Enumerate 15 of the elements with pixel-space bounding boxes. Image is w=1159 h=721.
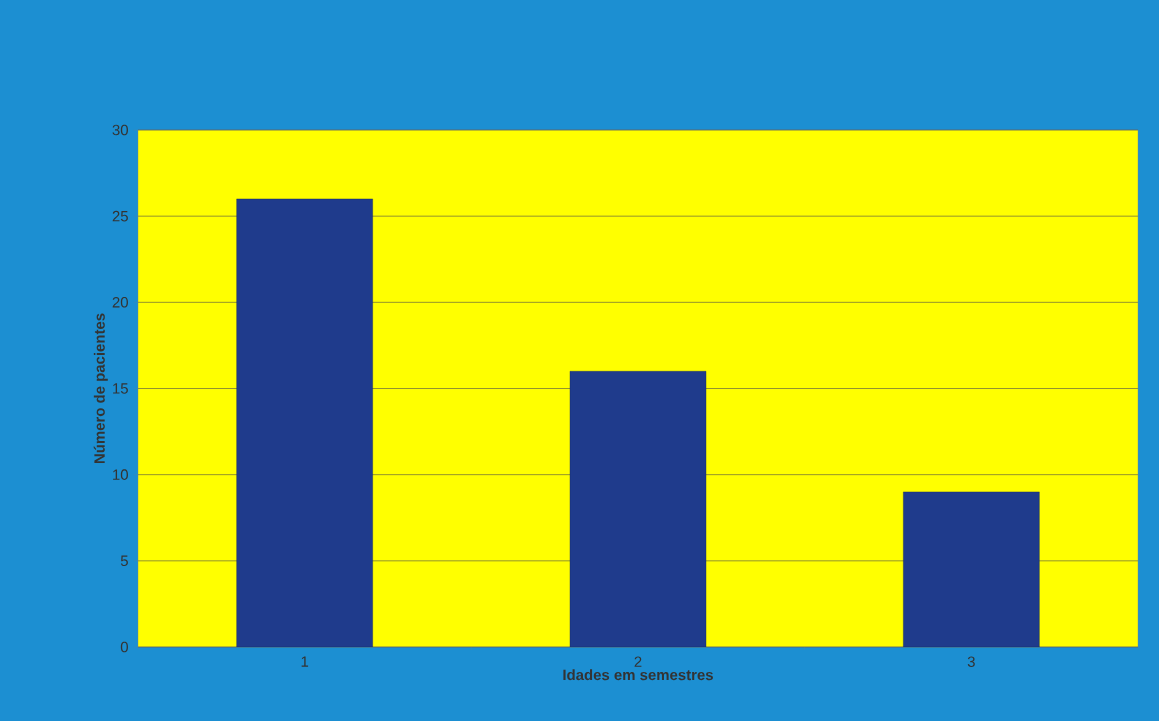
x-axis-title: Idades em semestres [563,669,713,681]
bar [236,198,373,647]
y-tick-label: 20 [112,297,128,308]
y-axis-title: Número de pacientes [93,313,108,464]
bar [903,491,1040,647]
y-tick-label: 10 [113,469,128,480]
x-tick-label: 2 [634,656,642,667]
y-tick-label: 15 [113,383,128,394]
y-tick-label: 25 [112,210,128,222]
bar [569,371,707,647]
x-tick-label: 3 [967,656,975,668]
y-tick-label: 0 [120,641,128,653]
y-tick-label: 5 [120,555,128,567]
y-tick-label: 30 [112,124,128,136]
x-tick-label: 1 [301,656,309,667]
